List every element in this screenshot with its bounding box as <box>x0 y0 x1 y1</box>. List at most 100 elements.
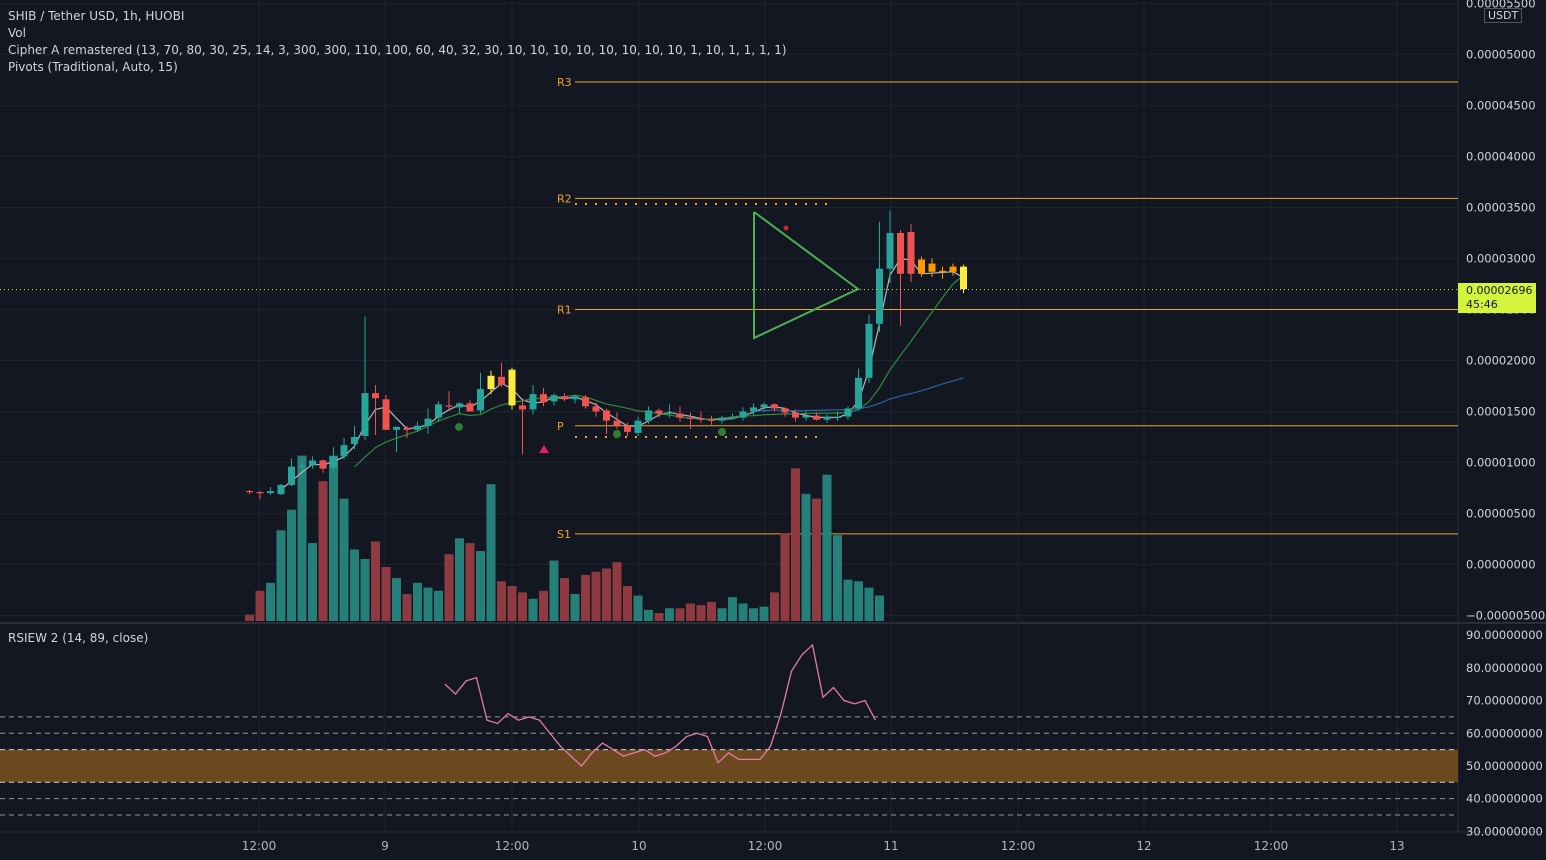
volume-bar <box>423 587 433 621</box>
candle-body <box>949 266 957 272</box>
candle-body <box>834 416 841 418</box>
volume-bar <box>539 590 548 621</box>
volume-bar <box>497 581 506 621</box>
volume-bar <box>633 595 643 621</box>
volume-bar <box>707 601 716 621</box>
pivot-label-s1: S1 <box>557 528 571 541</box>
cipher-dot <box>613 430 621 438</box>
candle-body <box>246 491 253 493</box>
volume-bar <box>455 538 464 621</box>
rsi-tick-label: 30.00000000 <box>1466 824 1543 838</box>
rsi-tick-label: 60.00000000 <box>1466 726 1543 740</box>
candle-body <box>256 492 264 494</box>
volume-bar <box>875 595 884 621</box>
volume-bar <box>675 608 685 621</box>
candle-body <box>907 231 915 274</box>
time-tick-label: 10 <box>631 839 646 853</box>
price-pane <box>0 0 1458 622</box>
candle-body <box>844 408 852 417</box>
candle-body <box>655 410 663 414</box>
candle-body <box>792 412 799 418</box>
candle-body <box>340 445 348 457</box>
cipher-dot <box>455 423 463 431</box>
volume-bar <box>612 562 622 621</box>
candle-body <box>277 484 285 495</box>
time-tick-label: 12:00 <box>1001 839 1036 853</box>
time-tick-label: 12:00 <box>242 839 277 853</box>
candle-body <box>414 425 421 430</box>
candle-body <box>676 413 684 418</box>
candle-body <box>571 396 579 400</box>
price-tick-label: −0.00000500 <box>1466 609 1545 623</box>
candle-body <box>319 460 327 469</box>
legend-volume[interactable]: Vol <box>8 26 26 40</box>
price-tick-label: 0.00002000 <box>1466 354 1536 368</box>
candle-body <box>435 404 442 418</box>
symbol-title[interactable]: SHIB / Tether USD, 1h, HUOBI <box>8 9 185 23</box>
candle-body <box>529 394 537 410</box>
current-price-tag: 0.00002696 45:46 <box>1458 283 1536 313</box>
time-tick-label: 12:00 <box>495 839 530 853</box>
candle-body <box>666 412 673 414</box>
volume-bar <box>402 593 412 621</box>
volume-bar <box>381 566 391 621</box>
volume-bar <box>297 455 307 621</box>
price-tick-label: 0.00003000 <box>1466 252 1536 266</box>
price-tick-label: 0.00003500 <box>1466 201 1536 215</box>
candle-body <box>771 404 778 409</box>
sell-dot <box>783 225 789 231</box>
rsi-tick-label: 70.00000000 <box>1466 694 1543 708</box>
candle-body <box>351 437 358 445</box>
legend-rsi[interactable]: RSIEW 2 (14, 89, close) <box>8 631 149 645</box>
volume-bar <box>329 455 338 621</box>
candle-body <box>718 417 726 421</box>
candle-body <box>561 396 568 400</box>
candle-body <box>550 395 558 402</box>
candle-body <box>424 418 432 426</box>
volume-bar <box>780 533 790 621</box>
volume-bar <box>486 484 496 621</box>
legend-cipher[interactable]: Cipher A remastered (13, 70, 80, 30, 25,… <box>8 43 787 57</box>
volume-bar <box>654 613 664 621</box>
candle-body <box>760 404 768 408</box>
rsi-line <box>444 643 877 767</box>
volume-bar <box>791 468 800 621</box>
candle-body <box>613 420 621 426</box>
candle-body <box>477 389 484 411</box>
candle-body <box>634 420 642 433</box>
candle-body <box>855 377 862 409</box>
candle-body <box>508 369 516 406</box>
candle-body <box>540 394 547 403</box>
volume-bar <box>822 474 832 621</box>
candle-body <box>823 416 831 420</box>
volume-bar <box>591 571 601 621</box>
volume-bar <box>413 582 422 621</box>
candle-body <box>267 491 274 494</box>
legend-pivots[interactable]: Pivots (Traditional, Auto, 15) <box>8 60 178 74</box>
candle-body <box>708 419 715 421</box>
candle-body <box>802 415 810 418</box>
candle-body <box>739 411 747 418</box>
current-price-label: 0.00002696 <box>1466 284 1533 297</box>
candle-body <box>382 399 390 430</box>
candle-body <box>813 415 820 420</box>
price-tick-label: 0.00000000 <box>1466 558 1536 572</box>
currency-unit-badge[interactable]: USDT <box>1484 8 1523 23</box>
price-tick-label: 0.00004500 <box>1466 99 1536 113</box>
candle-body <box>519 405 526 410</box>
candle-body <box>687 417 694 419</box>
volume-bar <box>717 608 727 621</box>
price-tick-label: 0.00005500 <box>1466 0 1536 11</box>
cipher-dot <box>718 428 726 436</box>
volume-bar <box>602 568 611 621</box>
volume-bar <box>843 579 853 621</box>
pivot-label-r1: R1 <box>557 304 572 317</box>
candle-body <box>445 405 453 407</box>
candle-body <box>393 426 400 430</box>
candle-body <box>403 427 411 430</box>
volume-bar <box>518 592 527 621</box>
time-tick-label: 11 <box>883 839 898 853</box>
candle-body <box>697 418 705 420</box>
volume-bar <box>696 605 706 621</box>
